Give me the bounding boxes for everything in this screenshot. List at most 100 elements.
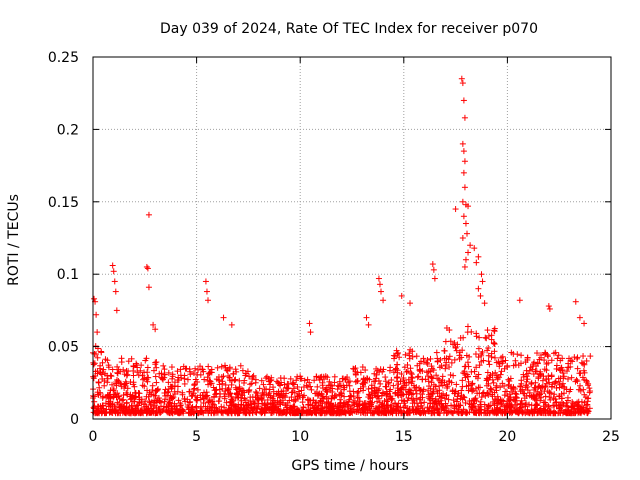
data-point (548, 383, 555, 390)
data-point (153, 379, 160, 386)
data-point (546, 404, 553, 411)
data-point (323, 386, 330, 393)
data-point (125, 368, 132, 375)
data-point (451, 405, 458, 412)
data-point (104, 379, 111, 386)
data-point (109, 366, 116, 373)
data-point (112, 288, 119, 295)
data-point (501, 365, 508, 372)
data-point (221, 404, 228, 411)
data-point (211, 387, 218, 394)
data-point (567, 357, 574, 364)
data-point (413, 353, 420, 360)
data-point (490, 379, 497, 386)
data-point (252, 388, 259, 395)
x-axis-label: GPS time / hours (291, 458, 408, 474)
data-point (457, 334, 464, 341)
data-point (205, 363, 212, 370)
data-point (488, 386, 495, 393)
data-point (569, 358, 576, 365)
data-point (111, 278, 118, 285)
data-point (143, 403, 150, 410)
data-point (256, 385, 263, 392)
data-point (560, 390, 567, 397)
data-point (498, 368, 505, 375)
data-point (423, 359, 430, 366)
data-point (460, 213, 467, 220)
data-point (303, 382, 310, 389)
data-point (298, 387, 305, 394)
data-point (437, 356, 444, 363)
data-point (222, 381, 229, 388)
data-point (94, 370, 101, 377)
data-point (408, 369, 415, 376)
data-point (202, 393, 209, 400)
data-point (425, 373, 432, 380)
data-point (553, 384, 560, 391)
data-point (93, 311, 100, 318)
data-point (398, 371, 405, 378)
data-point (174, 368, 181, 375)
data-point (557, 401, 564, 408)
data-point (587, 388, 594, 395)
data-point (577, 382, 584, 389)
data-point (273, 378, 280, 385)
data-point (304, 376, 311, 383)
data-point (464, 359, 471, 366)
data-point (171, 390, 178, 397)
data-point (404, 368, 411, 375)
data-point (560, 370, 567, 377)
data-point (473, 259, 480, 266)
data-point (190, 370, 197, 377)
data-point (310, 397, 317, 404)
data-point (135, 372, 142, 379)
data-point (109, 262, 116, 269)
data-point (334, 386, 341, 393)
data-point (376, 281, 383, 288)
data-point (451, 339, 458, 346)
data-point (250, 372, 257, 379)
data-point (543, 376, 550, 383)
data-point (141, 383, 148, 390)
data-point (391, 352, 398, 359)
data-point (433, 349, 440, 356)
data-point (124, 371, 131, 378)
data-point (170, 394, 177, 401)
data-point (462, 220, 469, 227)
data-point (491, 354, 498, 361)
data-point (460, 148, 467, 155)
data-point (487, 372, 494, 379)
data-point (484, 369, 491, 376)
data-point (123, 400, 130, 407)
data-point (502, 357, 509, 364)
data-point (494, 393, 501, 400)
data-point (518, 407, 525, 414)
data-point (161, 366, 168, 373)
data-point (375, 395, 382, 402)
data-point (450, 372, 457, 379)
data-point (474, 375, 481, 382)
y-tick-label: 0.05 (48, 340, 79, 356)
data-point (267, 381, 274, 388)
data-point (460, 169, 467, 176)
data-point (225, 386, 232, 393)
data-point (192, 365, 199, 372)
x-tick-label: 20 (498, 429, 516, 445)
data-point (231, 377, 238, 384)
y-tick-label: 0 (70, 412, 79, 428)
data-point (141, 375, 148, 382)
data-point (200, 368, 207, 375)
data-point (547, 390, 554, 397)
data-point (143, 355, 150, 362)
data-point (439, 373, 446, 380)
data-point (215, 398, 222, 405)
data-point (464, 329, 471, 336)
data-point (541, 406, 548, 413)
data-point (542, 393, 549, 400)
data-point (413, 390, 420, 397)
data-point (406, 389, 413, 396)
data-point (105, 364, 112, 371)
data-point (99, 369, 106, 376)
data-point (451, 356, 458, 363)
data-point (478, 352, 485, 359)
